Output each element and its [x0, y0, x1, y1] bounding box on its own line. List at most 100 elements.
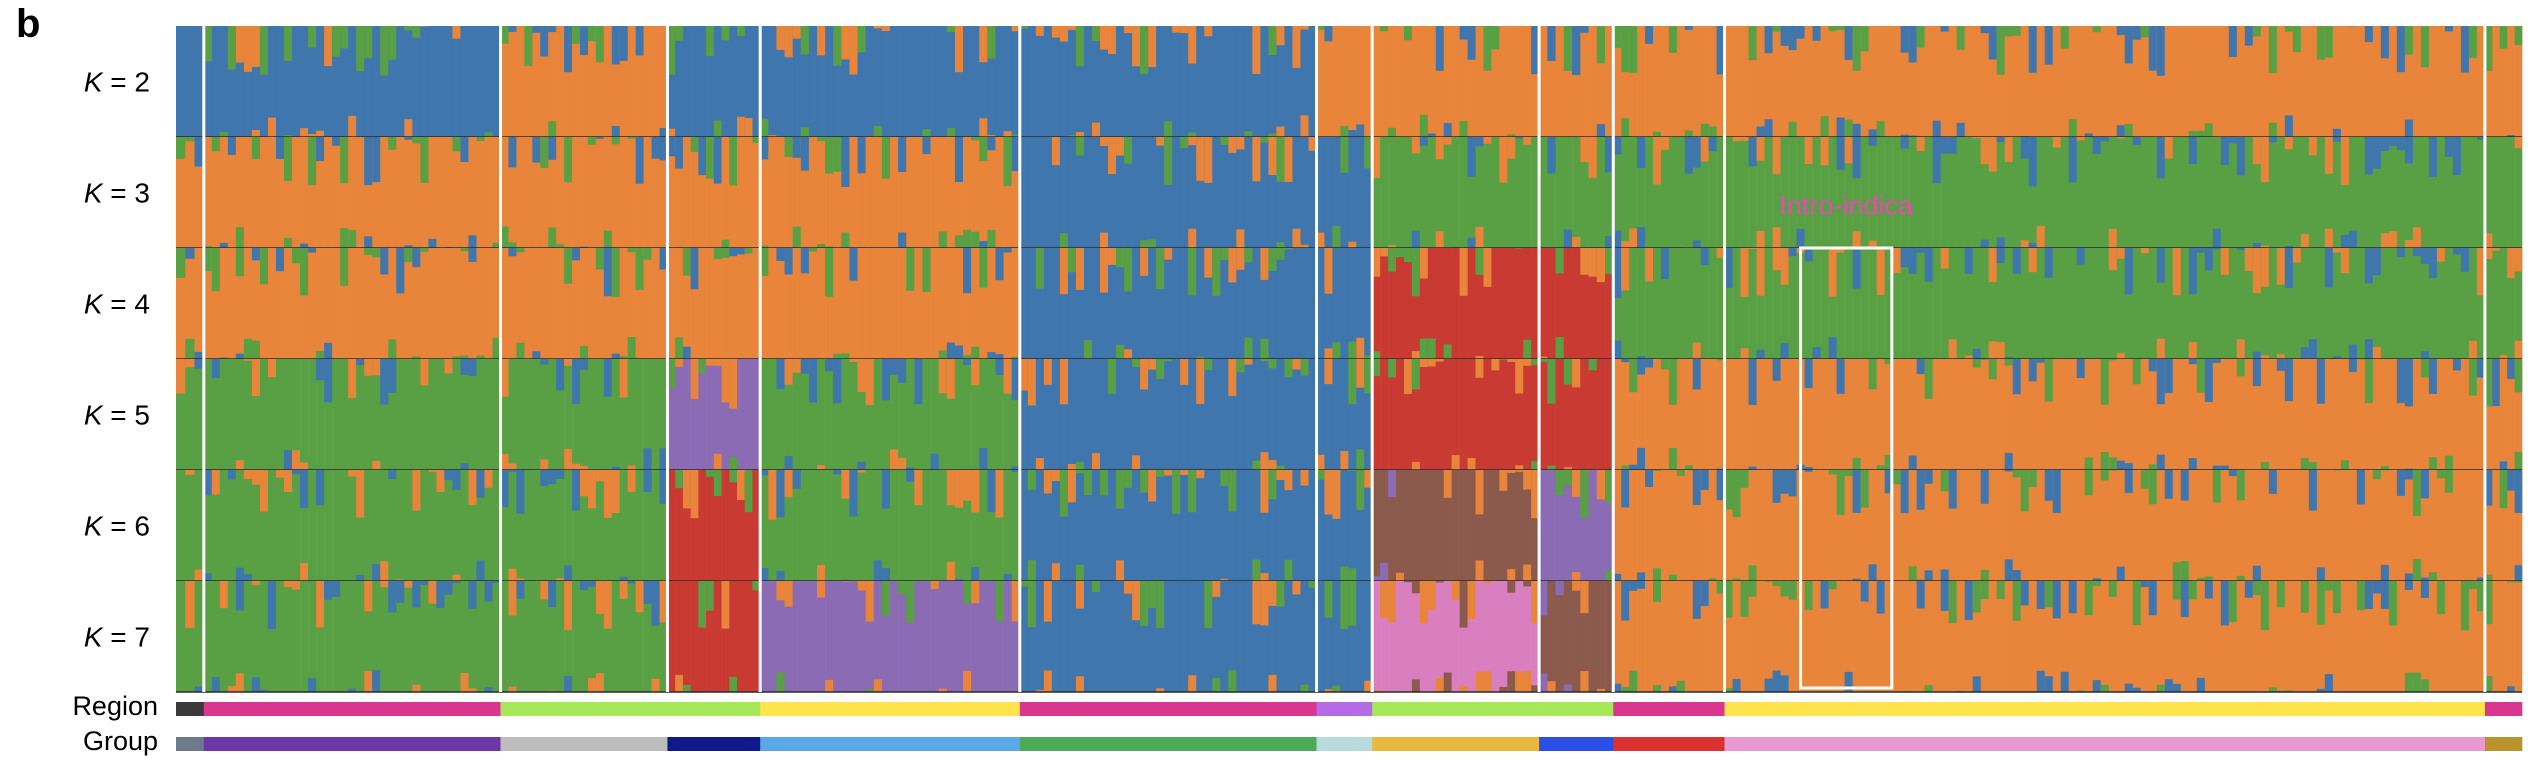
admixture-top-K3-g2-20	[364, 137, 373, 186]
ancestry-bar-K4-g11-50	[2124, 248, 2134, 359]
admixture-bottom-K2-g5-14	[873, 126, 883, 137]
admixture-bottom-K3-g2-20	[364, 236, 373, 248]
admixture-top-K7-g11-93	[2468, 581, 2478, 590]
admixture-top-K4-g8-11	[1459, 248, 1468, 296]
ancestry-bar-K7-g9-6	[1588, 581, 1598, 692]
admixture-top-K4-g10-1	[1621, 248, 1630, 291]
ancestry-bar-K3-g11-3	[1748, 137, 1757, 248]
ancestry-bar-K5-g10-6	[1660, 359, 1670, 470]
admixture-top-K2-g3-14	[611, 26, 621, 65]
ancestry-bar-K4-g9-3	[1563, 248, 1573, 359]
ancestry-bar-K5-g2-13	[308, 359, 317, 470]
ancestry-bar-K2-g6-28	[1244, 26, 1253, 137]
admixture-top-K7-g11-37	[2020, 581, 2029, 606]
ancestry-bar-K6-g11-90	[2444, 470, 2454, 581]
admixture-top-K7-g6-31	[1268, 581, 1277, 606]
ancestry-bar-K3-g2-33	[468, 137, 477, 248]
admixture-top-K4-g11-22	[1900, 248, 1909, 268]
ancestry-bar-K2-g11-81	[2372, 26, 2382, 137]
admixture-bottom-K5-g8-20	[1531, 461, 1540, 470]
ancestry-bar-K5-g11-17	[1860, 359, 1869, 470]
ancestry-bar-K2-g11-31	[1972, 26, 1981, 137]
ancestry-bar-K6-g8-20	[1531, 470, 1540, 581]
panel-letter: b	[16, 2, 41, 46]
ancestry-bar-K6-g11-16	[1852, 470, 1861, 581]
ancestry-bar-K2-g11-48	[2108, 26, 2118, 137]
ancestry-bar-K7-g5-28	[987, 581, 996, 692]
admixture-top-K6-g6-4	[1051, 470, 1061, 481]
admixture-top-K3-g11-22	[1900, 137, 1909, 149]
ancestry-bar-K7-g11-42	[2060, 581, 2070, 692]
admixture-top-K2-g5-10	[841, 26, 850, 60]
admixture-top-K5-g5-23	[946, 359, 956, 399]
ancestry-bar-K7-g5-2	[776, 581, 785, 692]
ancestry-bar-K4-g8-6	[1419, 248, 1429, 359]
admixture-top-K6-g5-29	[995, 470, 1004, 518]
admixture-top-K2-g6-29	[1252, 26, 1261, 74]
ancestry-bar-K7-g10-12	[1708, 581, 1717, 692]
admixture-top-K4-g11-24	[1916, 248, 1925, 253]
ancestry-bar-K4-g1-0	[176, 248, 186, 359]
admixture-bottom-K7-g2-4	[235, 673, 245, 692]
admixture-bottom-K6-g2-21	[372, 563, 381, 581]
ancestry-bar-K3-g4-7	[721, 137, 730, 248]
ancestry-bar-K5-g11-29	[1956, 359, 1965, 470]
admixture-bottom-K2-g5-31	[1011, 134, 1021, 137]
admixture-top-K7-g2-14	[316, 581, 325, 628]
admixture-bottom-K2-g2-25	[404, 119, 413, 137]
ancestry-bar-K3-g3-1	[508, 137, 517, 248]
admixture-bottom-K5-g5-17	[898, 457, 907, 470]
ancestry-bar-K6-g3-16	[627, 470, 636, 581]
admixture-top-K2-g11-16	[1852, 26, 1861, 71]
admixture-top-K2-g8-14	[1483, 26, 1492, 71]
admixture-top-K3-g11-62	[2220, 137, 2230, 165]
admixture-bottom-K6-g10-7	[1668, 574, 1678, 581]
admixture-top-K2-g8-20	[1531, 26, 1540, 75]
admixture-bottom-K4-g11-28	[1948, 339, 1957, 359]
ancestry-bar-K5-g8-1	[1380, 359, 1389, 470]
ancestry-bar-K5-g3-1	[508, 359, 517, 470]
ancestry-bar-K7-g4-5	[706, 581, 715, 692]
admixture-bottom-K3-g2-4	[235, 227, 245, 248]
ancestry-bar-K7-g11-53	[2148, 581, 2158, 692]
ancestry-bar-K7-g11-12	[1820, 581, 1829, 692]
admixture-top-K6-g11-20	[1884, 470, 1893, 494]
ancestry-bar-K2-g6-33	[1284, 26, 1293, 137]
ancestry-bar-K4-g12-4	[2514, 248, 2523, 359]
ancestry-bar-K5-g12-4	[2514, 359, 2523, 470]
admixture-bottom-K2-g10-5	[1653, 131, 1662, 137]
admixture-top-K6-g8-19	[1523, 470, 1532, 490]
admixture-top-K2-g2-13	[308, 26, 317, 48]
admixture-bottom-K7-g8-18	[1515, 671, 1524, 692]
ancestry-bar-K3-g11-74	[2316, 137, 2326, 248]
admixture-bottom-K4-g11-58	[2188, 342, 2198, 359]
admixture-top-K4-g11-64	[2236, 248, 2246, 251]
ancestry-bar-K6-g3-18	[643, 470, 652, 581]
ancestry-bar-K3-g11-7	[1780, 137, 1789, 248]
ancestry-bar-K7-g11-93	[2468, 581, 2478, 692]
ancestry-bar-K3-g6-11	[1108, 137, 1117, 248]
admixture-bottom-K2-g6-28	[1244, 131, 1253, 137]
ancestry-bar-K5-g11-62	[2220, 359, 2230, 470]
admixture-top-K6-g8-18	[1515, 470, 1524, 472]
admixture-bottom-K3-g11-39	[2036, 225, 2045, 248]
ancestry-bar-K4-g2-12	[300, 248, 309, 359]
ancestry-bar-K4-g11-71	[2292, 248, 2302, 359]
admixture-bottom-K5-g12-2	[2499, 461, 2508, 470]
ancestry-bar-K3-g11-17	[1860, 137, 1869, 248]
ancestry-bar-K7-g12-1	[2492, 581, 2501, 692]
admixture-top-K5-g6-11	[1108, 359, 1117, 394]
ancestry-bar-K4-g7-3	[1340, 248, 1349, 359]
ancestry-bar-K7-g11-63	[2228, 581, 2238, 692]
admixture-top-K4-g10-11	[1700, 248, 1709, 266]
ancestry-bar-K4-g8-20	[1531, 248, 1540, 359]
ancestry-bar-K6-g3-20	[659, 470, 668, 581]
admixture-top-K2-g11-3	[1748, 26, 1757, 61]
ancestry-bar-K4-g12-0	[2484, 248, 2493, 359]
admixture-top-K5-g11-44	[2076, 359, 2086, 378]
ancestry-bar-K7-g11-69	[2276, 581, 2286, 692]
ancestry-bar-K7-g2-15	[324, 581, 333, 692]
ancestry-bar-K6-g3-15	[619, 470, 629, 581]
admixture-top-K5-g8-19	[1523, 359, 1532, 366]
ancestry-bar-K7-g11-16	[1852, 581, 1861, 692]
